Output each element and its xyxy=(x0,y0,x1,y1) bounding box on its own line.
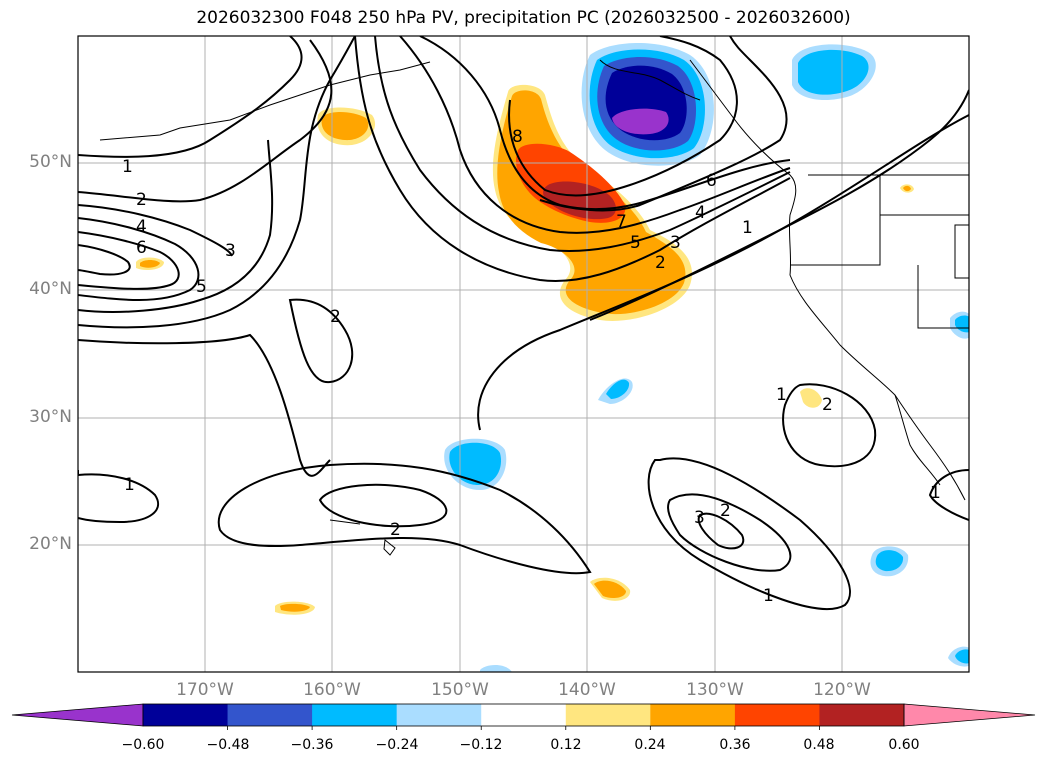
colorbar-segment xyxy=(396,704,482,726)
colorbar-segment xyxy=(734,704,820,726)
colorbar-segment xyxy=(227,704,313,726)
contour-line xyxy=(217,462,592,575)
colorbar-outline xyxy=(142,703,905,727)
colorbar-segment xyxy=(819,704,905,726)
contour-label: 1 xyxy=(742,218,753,238)
colorbar-tick-label: −0.12 xyxy=(459,737,503,753)
contour-line xyxy=(78,231,180,290)
contour-label: 3 xyxy=(225,241,236,261)
contour-line xyxy=(354,36,791,282)
colorbar-tick-label: −0.24 xyxy=(375,737,419,753)
contour-labels: 1 2 4 6 3 5 2 8 7 6 5 4 3 2 1 1 2 1 2 3 … xyxy=(122,127,941,606)
contour-label: 2 xyxy=(390,520,401,540)
contour-label: 1 xyxy=(930,483,941,503)
contour-label: 1 xyxy=(763,586,774,606)
colorbar-extend-max xyxy=(903,703,1036,727)
contour-line xyxy=(78,36,303,158)
lon-label-130w: 130°W xyxy=(686,680,744,700)
contour-label: 5 xyxy=(196,277,207,297)
contour-line xyxy=(288,298,354,384)
colorbar-tick-label: −0.36 xyxy=(290,737,334,753)
lon-label-140w: 140°W xyxy=(558,680,616,700)
contour-line xyxy=(78,139,274,313)
lat-label-30n: 30°N xyxy=(29,407,72,427)
colorbar-segment xyxy=(143,704,229,726)
lat-label-20n: 20°N xyxy=(29,534,72,554)
contour-line xyxy=(399,36,791,234)
map-title: 2026032300 F048 250 hPa PV, precipitatio… xyxy=(196,8,851,28)
contour-label: 4 xyxy=(136,217,147,237)
contour-label: 2 xyxy=(822,395,833,415)
contour-line xyxy=(78,244,131,276)
contour-label: 5 xyxy=(630,233,641,253)
gridlines xyxy=(78,36,969,672)
contour-line xyxy=(539,36,788,212)
lon-label-150w: 150°W xyxy=(431,680,489,700)
contour-label: 2 xyxy=(720,501,731,521)
colorbar-tick-label: −0.60 xyxy=(121,737,165,753)
colorbar-segment xyxy=(312,704,398,726)
contour-label: 6 xyxy=(136,238,147,258)
contour-label: 7 xyxy=(616,212,627,232)
contour-label: 2 xyxy=(655,253,666,273)
contour-line xyxy=(647,457,851,610)
pv-contours xyxy=(78,36,969,610)
contour-label: 1 xyxy=(122,157,133,177)
contour-line xyxy=(78,333,331,477)
contour-line xyxy=(78,36,356,329)
contour-line xyxy=(78,217,200,301)
contour-label: 6 xyxy=(706,171,717,191)
contour-line xyxy=(318,483,448,528)
contour-line xyxy=(697,512,745,550)
lat-label-50n: 50°N xyxy=(29,152,72,172)
contour-line xyxy=(667,493,792,572)
colorbar-tick-label: 0.48 xyxy=(803,737,835,753)
colorbar-tick-label: 0.24 xyxy=(634,737,666,753)
precip-shading xyxy=(136,42,969,672)
colorbar-tick-label: 0.36 xyxy=(719,737,751,753)
contour-label: 2 xyxy=(330,307,341,327)
contour-label: 8 xyxy=(512,127,523,147)
contour-line xyxy=(78,470,160,524)
contour-line xyxy=(782,383,877,468)
colorbar-extend-min xyxy=(11,703,144,727)
contour-label: 1 xyxy=(124,475,135,495)
lon-label-120w: 120°W xyxy=(813,680,871,700)
contour-line xyxy=(78,39,333,203)
colorbar-segment xyxy=(650,704,736,726)
contour-label: 3 xyxy=(694,508,705,528)
colorbar-tick-label: 0.60 xyxy=(888,737,920,753)
contour-line xyxy=(78,204,233,257)
contour-label: 2 xyxy=(136,190,147,210)
colorbar-segment xyxy=(565,704,651,726)
contour-line xyxy=(477,114,969,431)
colorbar-tick-label: 0.12 xyxy=(550,737,582,753)
contour-label: 3 xyxy=(670,233,681,253)
contour-label: 1 xyxy=(776,385,787,405)
coastlines xyxy=(99,59,969,556)
contour-label: 4 xyxy=(695,203,706,223)
colorbar-tick-label: −0.48 xyxy=(206,737,250,753)
contour-line xyxy=(928,469,969,521)
contour-line xyxy=(508,36,738,197)
lat-label-40n: 40°N xyxy=(29,279,72,299)
colorbar-segment xyxy=(481,704,567,726)
map-border xyxy=(77,35,970,673)
colorbar xyxy=(11,703,1036,730)
lon-label-170w: 170°W xyxy=(176,680,234,700)
contour-line xyxy=(374,36,791,252)
lon-label-160w: 160°W xyxy=(303,680,361,700)
